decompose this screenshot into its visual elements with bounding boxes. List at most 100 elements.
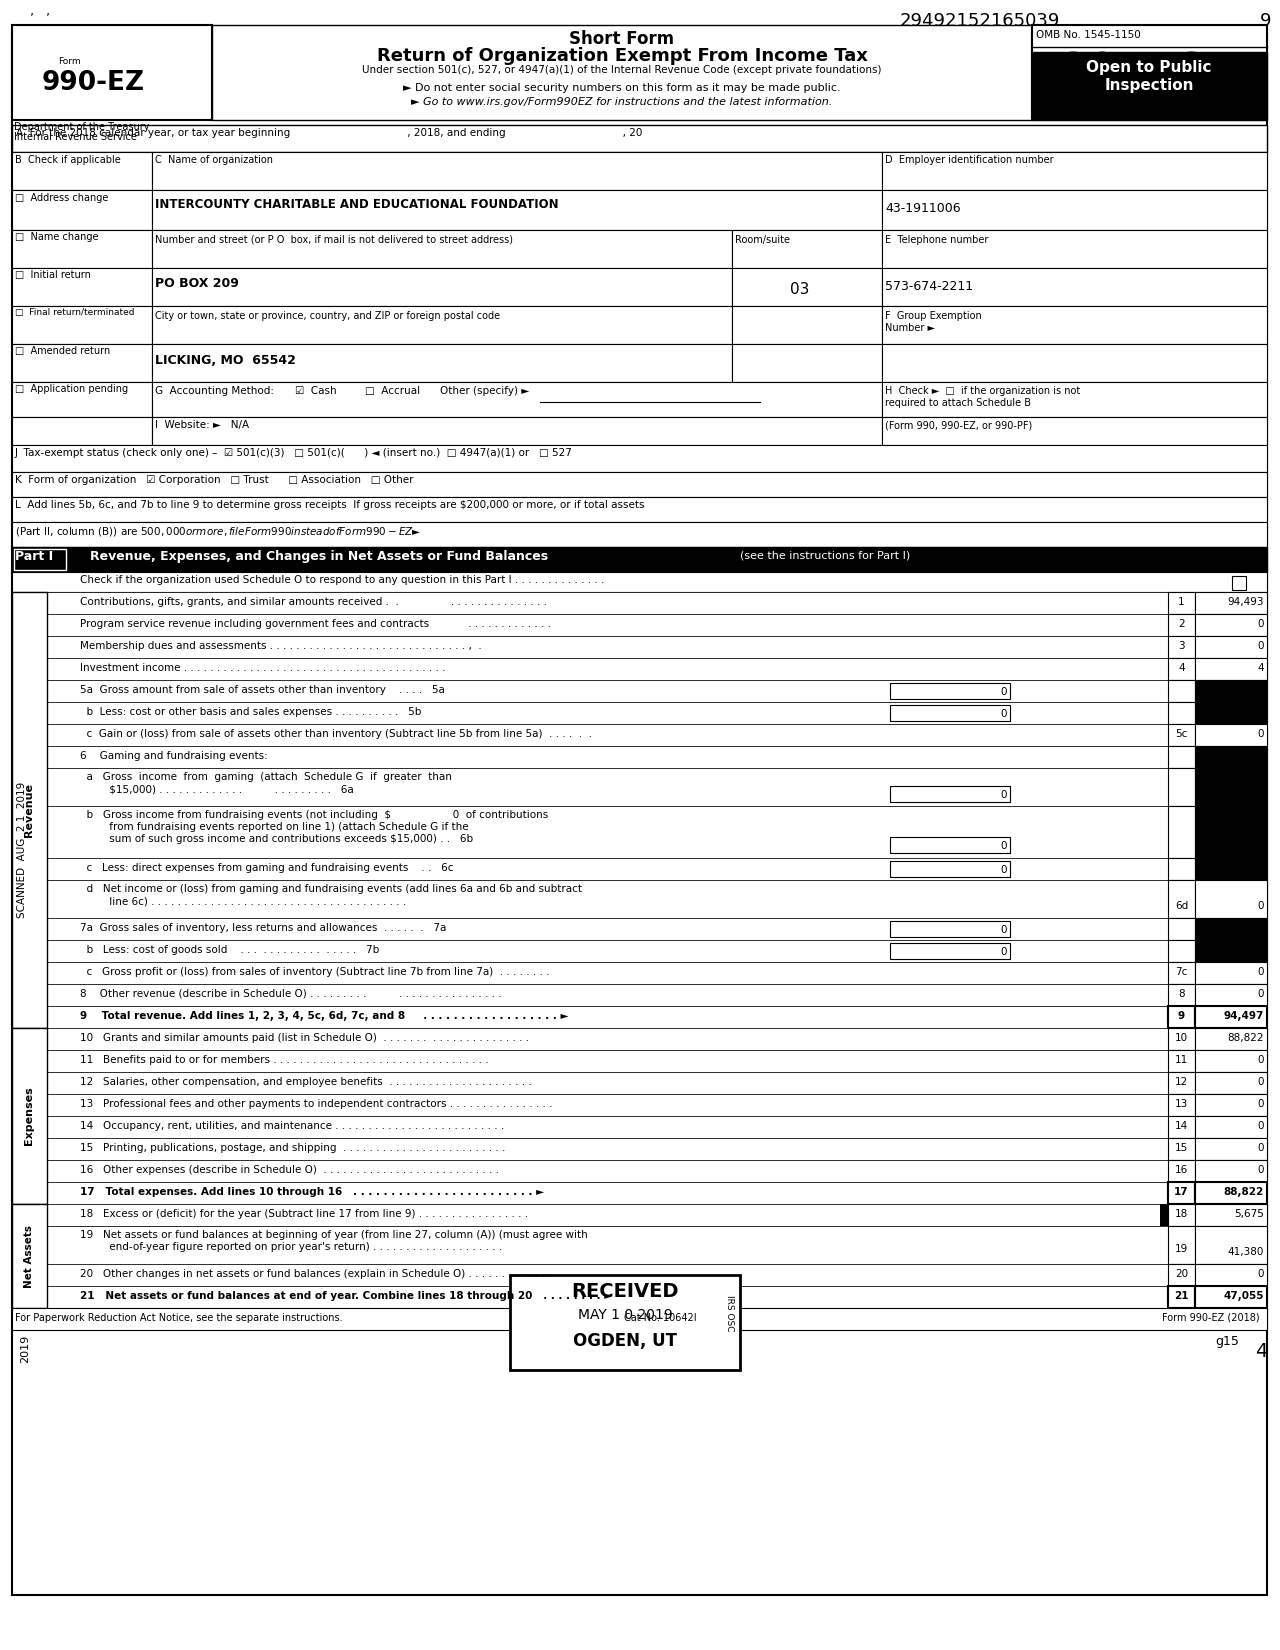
Bar (882, 417, 1267, 446)
Text: 0: 0 (1257, 901, 1265, 911)
Text: (Part II, column (B)) are $500,000 or more, file Form 990 instead of Form 990-EZ: (Part II, column (B)) are $500,000 or mo… (15, 525, 421, 538)
Bar (1169, 1049, 1196, 1072)
Text: □  Address change: □ Address change (15, 193, 109, 203)
Bar (1169, 767, 1196, 805)
Text: OGDEN, UT: OGDEN, UT (573, 1332, 677, 1350)
Bar (1169, 1115, 1196, 1138)
Bar (732, 343, 882, 383)
Bar (12, 614, 1267, 635)
Text: 94,497: 94,497 (1224, 1011, 1265, 1021)
Bar (12, 1006, 1267, 1028)
Text: Return of Organization Exempt From Income Tax: Return of Organization Exempt From Incom… (376, 46, 868, 64)
Bar (12, 1204, 47, 1308)
Bar (12, 1028, 1267, 1049)
Text: ☑  Cash: ☑ Cash (294, 386, 337, 396)
Text: 12: 12 (1175, 1077, 1188, 1087)
Text: 9    Total revenue. Add lines 1, 2, 3, 4, 5c, 6d, 7c, and 8     . . . . . . . . : 9 Total revenue. Add lines 1, 2, 3, 4, 5… (79, 1011, 568, 1021)
Bar (12, 805, 1267, 858)
Text: 6d: 6d (1175, 901, 1188, 911)
Text: c   Gross profit or (loss) from sales of inventory (Subtract line 7b from line 7: c Gross profit or (loss) from sales of i… (79, 967, 549, 977)
Text: □  Final return/terminated: □ Final return/terminated (15, 309, 134, 317)
Bar (1196, 983, 1267, 1006)
Text: 14: 14 (1175, 1120, 1188, 1130)
Bar (1196, 805, 1267, 858)
Text: Form: Form (58, 58, 81, 66)
Bar (1169, 1138, 1196, 1160)
Bar (152, 190, 882, 229)
Bar (1169, 940, 1196, 962)
Text: 8: 8 (1178, 988, 1185, 998)
Bar (1169, 658, 1196, 680)
Text: Under section 501(c), 527, or 4947(a)(1) of the Internal Revenue Code (except pr: Under section 501(c), 527, or 4947(a)(1)… (362, 64, 882, 74)
Bar (1196, 1160, 1267, 1181)
Text: 9: 9 (1178, 1011, 1185, 1021)
Bar (1169, 1181, 1196, 1204)
Text: 7c: 7c (1175, 967, 1188, 977)
Text: L  Add lines 5b, 6c, and 7b to line 9 to determine gross receipts  If gross rece: L Add lines 5b, 6c, and 7b to line 9 to … (15, 500, 645, 510)
Text: 0: 0 (1257, 1165, 1265, 1175)
Bar (212, 25, 1032, 120)
Bar (1196, 635, 1267, 658)
Text: 0: 0 (1257, 1077, 1265, 1087)
Bar (12, 305, 152, 343)
Bar (12, 25, 212, 120)
Text: Short Form: Short Form (570, 30, 675, 48)
Bar (1196, 592, 1267, 614)
Text: 990-EZ: 990-EZ (42, 69, 145, 96)
Bar (12, 1204, 1267, 1226)
Bar (12, 229, 152, 267)
Bar (12, 1226, 1267, 1264)
Text: 4: 4 (1254, 1341, 1267, 1361)
Bar (12, 767, 1267, 805)
Text: 0: 0 (1001, 947, 1007, 957)
Bar (890, 837, 1010, 853)
Text: 47,055: 47,055 (1224, 1290, 1265, 1300)
Bar (1196, 1072, 1267, 1094)
Bar (12, 1049, 1267, 1072)
Bar (1169, 1006, 1196, 1028)
Bar (1032, 53, 1267, 120)
Bar (1160, 1204, 1169, 1226)
Text: □  Amended return: □ Amended return (15, 346, 110, 356)
Bar (1169, 724, 1196, 746)
Text: Revenue, Expenses, and Changes in Net Assets or Fund Balances: Revenue, Expenses, and Changes in Net As… (90, 549, 548, 563)
Text: 03: 03 (790, 282, 810, 297)
Bar (12, 592, 1267, 614)
Text: G  Accounting Method:: G Accounting Method: (155, 386, 280, 396)
Text: D  Employer identification number: D Employer identification number (884, 155, 1053, 165)
Bar (1196, 1285, 1267, 1308)
Bar (12, 446, 1267, 472)
Bar (12, 592, 47, 1028)
Text: Department of the Treasury: Department of the Treasury (14, 122, 150, 132)
Bar (1196, 1115, 1267, 1138)
Text: IRS OSC: IRS OSC (724, 1295, 733, 1332)
Text: end-of-year figure reported on prior year's return) . . . . . . . . . . . . . . : end-of-year figure reported on prior yea… (79, 1242, 502, 1252)
Text: B  Check if applicable: B Check if applicable (15, 155, 120, 165)
Bar (12, 190, 152, 229)
Text: 16: 16 (1175, 1165, 1188, 1175)
Text: 0: 0 (1257, 1143, 1265, 1153)
Text: 0: 0 (1257, 640, 1265, 652)
Bar (12, 635, 1267, 658)
Bar (12, 343, 152, 383)
Text: ► Go to www.irs.gov/Form990EZ for instructions and the latest information.: ► Go to www.irs.gov/Form990EZ for instru… (411, 97, 832, 107)
Bar (12, 497, 1267, 521)
Text: 0: 0 (1001, 842, 1007, 851)
Bar (882, 190, 1267, 229)
Text: A  For the 2018 calendar year, or tax year beginning                            : A For the 2018 calendar year, or tax yea… (15, 129, 643, 139)
Text: 12   Salaries, other compensation, and employee benefits  . . . . . . . . . . . : 12 Salaries, other compensation, and emp… (79, 1077, 531, 1087)
Bar (890, 944, 1010, 959)
Text: 2019: 2019 (20, 1335, 29, 1363)
Text: 41,380: 41,380 (1228, 1247, 1265, 1257)
Bar (152, 152, 882, 190)
Bar (152, 305, 732, 343)
Text: 20: 20 (1175, 1269, 1188, 1279)
Bar (1169, 680, 1196, 701)
Text: 18   Excess or (deficit) for the year (Subtract line 17 from line 9) . . . . . .: 18 Excess or (deficit) for the year (Sub… (79, 1209, 529, 1219)
Text: Net Assets: Net Assets (24, 1224, 35, 1287)
Text: Part I: Part I (15, 549, 54, 563)
Bar (1169, 1028, 1196, 1049)
Text: a   Gross  income  from  gaming  (attach  Schedule G  if  greater  than: a Gross income from gaming (attach Sched… (79, 772, 452, 782)
Text: 6    Gaming and fundraising events:: 6 Gaming and fundraising events: (79, 751, 268, 761)
Bar (1196, 658, 1267, 680)
